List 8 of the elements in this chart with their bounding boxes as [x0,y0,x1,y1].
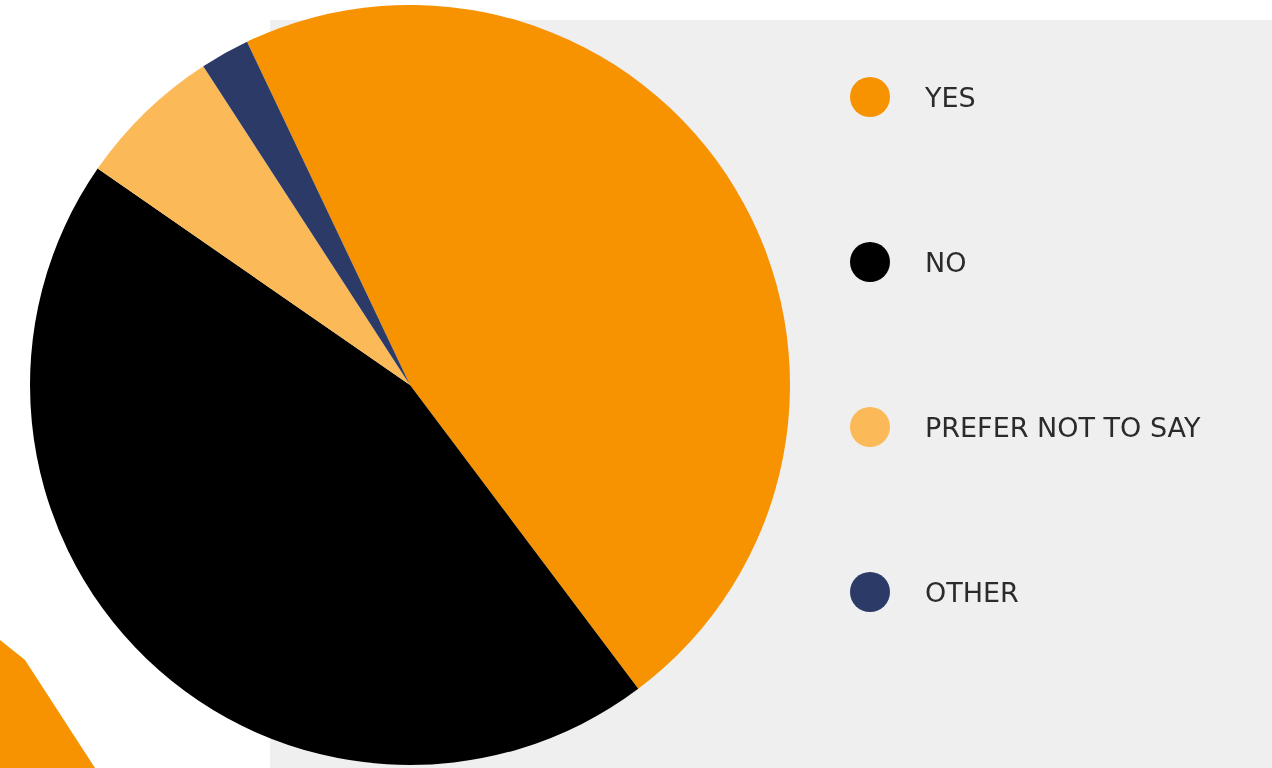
legend-label: NO [925,246,967,278]
pie-slice [247,5,790,689]
legend-label: PREFER NOT TO SAY [925,411,1201,443]
legend-label: OTHER [925,576,1019,608]
pie-slice [97,66,410,385]
pie-slice [30,168,639,765]
legend-label: YES [924,81,976,113]
pie-slice [203,41,410,385]
